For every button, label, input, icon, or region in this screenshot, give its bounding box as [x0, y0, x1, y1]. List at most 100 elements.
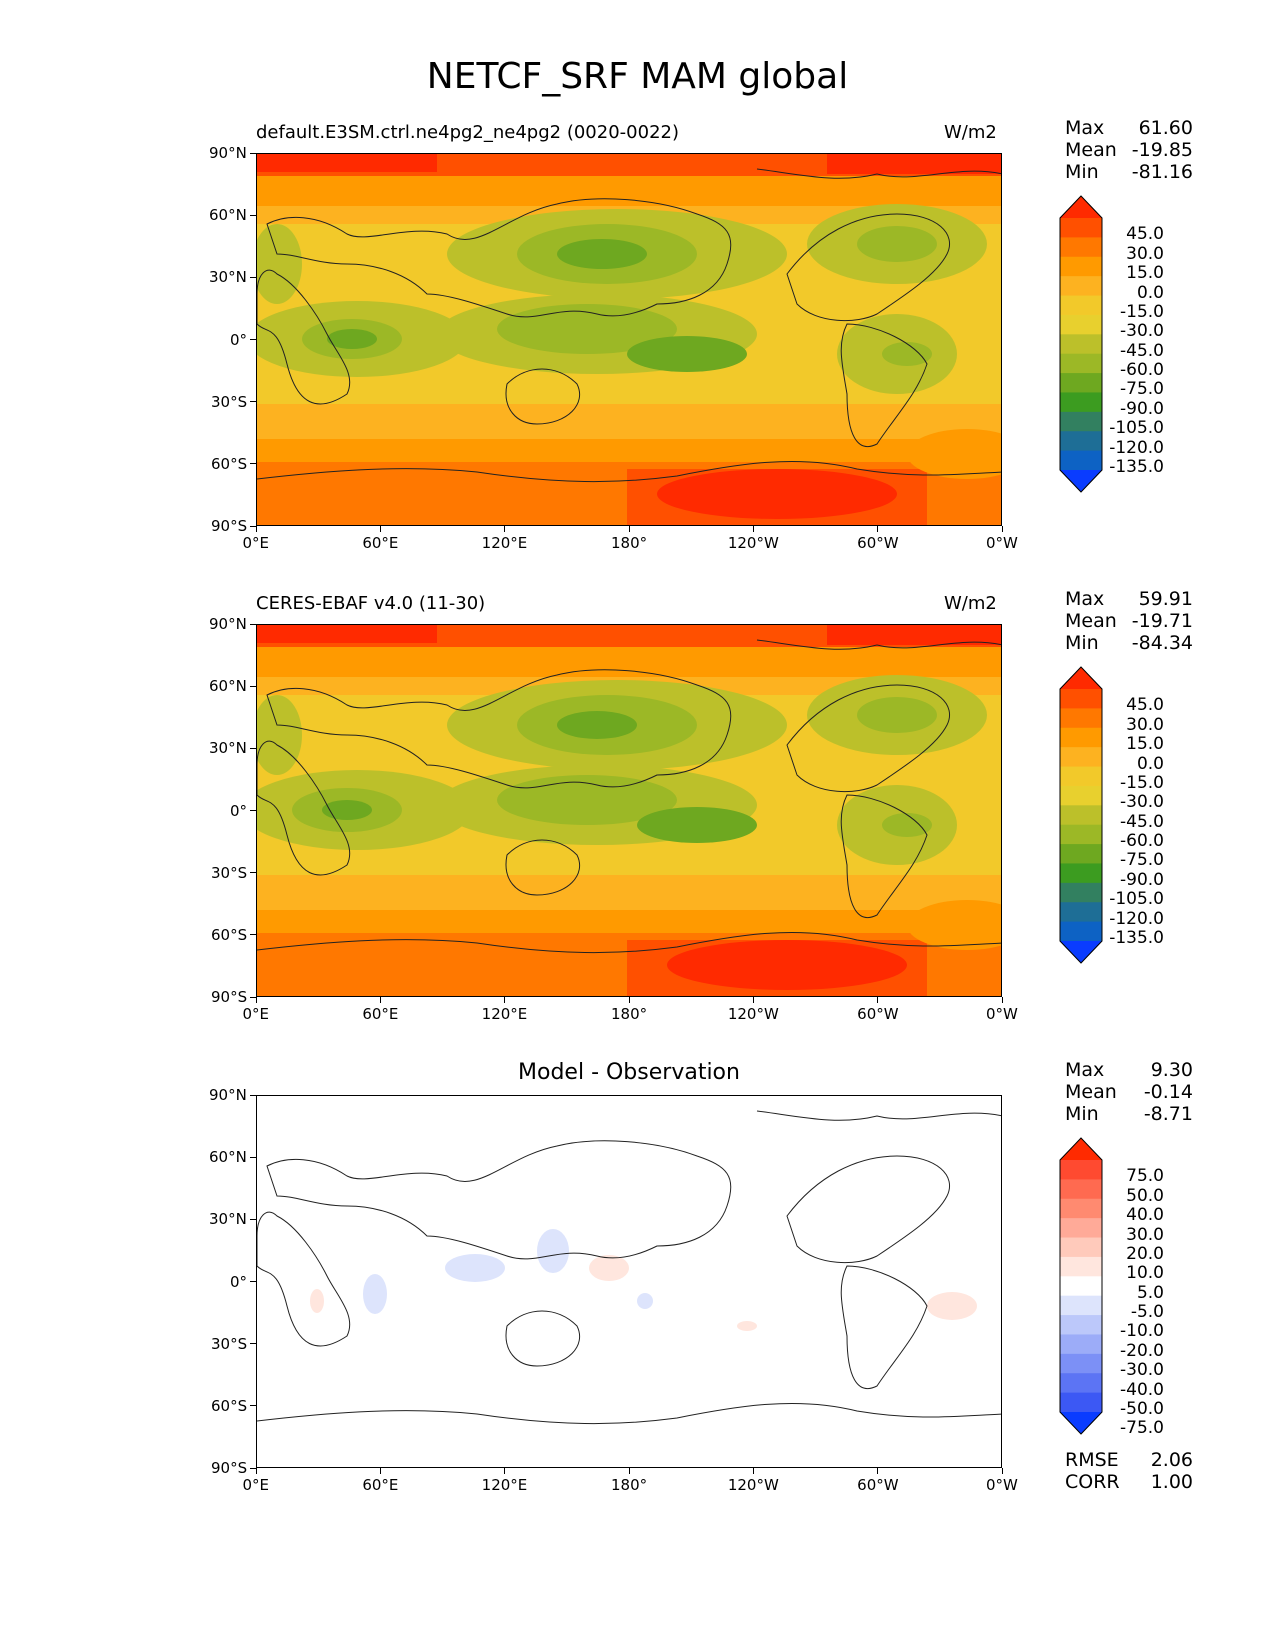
x-tick-label: 120°W	[727, 1476, 779, 1494]
colorbar-extend-top	[1060, 667, 1102, 689]
colorbar-label: -50.0	[1120, 1399, 1164, 1419]
panel-2-contour-field	[257, 625, 1001, 996]
colorbar-segment	[1060, 882, 1102, 903]
colorbar-label: -30.0	[1120, 321, 1164, 342]
y-tick-label: 30°S	[211, 863, 248, 882]
x-tick-label: 60°W	[857, 1476, 899, 1494]
colorbar-extend-top	[1060, 1138, 1102, 1160]
x-tick-label: 60°E	[362, 1005, 399, 1023]
y-tick-mark	[250, 934, 256, 936]
stat-mean-value: -0.14	[1143, 1081, 1193, 1103]
y-tick-mark	[250, 339, 256, 340]
y-tick-mark	[250, 1281, 256, 1282]
y-tick-label: 90°N	[209, 615, 247, 633]
y-tick-label: 90°N	[209, 1086, 247, 1104]
colorbar-segment	[1060, 295, 1102, 316]
panel-1-map	[256, 153, 1002, 526]
stat-max-label: Max	[1065, 588, 1105, 610]
stat-max-value: 9.30	[1150, 1059, 1193, 1081]
x-tick-mark	[379, 1468, 381, 1474]
colorbar-label: -75.0	[1120, 379, 1164, 400]
colorbar-segment	[1060, 844, 1102, 864]
x-tick-mark	[752, 526, 754, 532]
colorbar-label: 15.0	[1126, 263, 1164, 284]
x-tick-mark	[628, 526, 630, 532]
stat-mean-label: Mean	[1065, 610, 1117, 632]
colorbar-extend-bottom	[1060, 1412, 1102, 1434]
x-tick-mark	[628, 997, 630, 1003]
x-tick-label: 120°E	[481, 1005, 528, 1023]
y-tick-label: 30°N	[209, 268, 247, 287]
y-tick-mark	[250, 1156, 256, 1158]
x-tick-mark	[628, 1468, 630, 1474]
colorbar-label: -20.0	[1120, 1340, 1164, 1361]
colorbar-segment	[1060, 805, 1102, 826]
x-tick-mark	[877, 526, 879, 532]
y-tick-label: 90°S	[211, 517, 248, 535]
colorbar-label: -75.0	[1120, 1418, 1164, 1439]
colorbar-label: 50.0	[1126, 1185, 1164, 1206]
colorbar-label: -120.0	[1109, 437, 1164, 458]
y-tick-mark	[250, 1343, 256, 1345]
y-tick-label: 30°S	[211, 1334, 248, 1353]
y-tick-label: 0°	[230, 801, 248, 820]
colorbar-segment	[1060, 237, 1102, 258]
colorbar-label: -135.0	[1109, 928, 1164, 948]
x-tick-mark	[1001, 526, 1003, 532]
panel-3-metrics: RMSE 2.06 CORR 1.00	[1065, 1449, 1193, 1493]
x-tick-label: 60°W	[857, 534, 899, 552]
stat-min-value: -8.71	[1143, 1103, 1193, 1125]
stat-mean-value: -19.85	[1131, 139, 1193, 161]
y-tick-mark	[250, 623, 256, 625]
colorbar-label: -15.0	[1120, 772, 1164, 793]
colorbar-label: -5.0	[1130, 1302, 1164, 1323]
y-tick-mark	[250, 685, 256, 687]
colorbar-segment	[1060, 1218, 1102, 1239]
colorbar-label: 30.0	[1126, 714, 1164, 735]
colorbar-label: -105.0	[1109, 889, 1164, 910]
colorbar-segment	[1060, 902, 1102, 923]
colorbar-segment	[1060, 1198, 1102, 1219]
colorbar-segment	[1060, 1276, 1102, 1297]
colorbar-label: 15.0	[1126, 734, 1164, 755]
colorbar-extend-bottom	[1060, 941, 1102, 963]
y-tick-label: 60°S	[211, 1396, 248, 1415]
y-tick-mark	[250, 747, 256, 749]
colorbar-label: 45.0	[1126, 695, 1164, 716]
y-tick-label: 60°N	[209, 1148, 247, 1167]
y-tick-mark	[250, 525, 256, 527]
y-tick-label: 90°S	[211, 1459, 248, 1477]
panel-3-map	[256, 1095, 1002, 1468]
y-tick-mark	[250, 996, 256, 998]
y-tick-label: 30°N	[209, 739, 247, 758]
y-tick-mark	[250, 276, 256, 278]
x-tick-label: 0°W	[986, 1005, 1018, 1023]
x-tick-mark	[1001, 997, 1003, 1003]
colorbar-label: 0.0	[1136, 282, 1164, 303]
stat-min-value: -84.34	[1131, 632, 1193, 654]
panel-1-stats: Max 61.60 Mean -19.85 Min -81.16	[1065, 117, 1193, 183]
rmse-value: 2.06	[1150, 1449, 1193, 1471]
x-tick-label: 0°E	[242, 1005, 270, 1023]
stat-mean-label: Mean	[1065, 1081, 1117, 1103]
panel-2-map	[256, 624, 1002, 997]
y-tick-label: 90°N	[209, 144, 247, 162]
x-tick-label: 180°	[611, 534, 648, 552]
colorbar-segment	[1060, 353, 1102, 374]
colorbar-label: -60.0	[1120, 831, 1164, 852]
colorbar-label: -105.0	[1109, 418, 1164, 439]
colorbar-segment	[1060, 1373, 1102, 1394]
panel-3-colorbar	[1059, 1137, 1103, 1435]
x-tick-label: 60°E	[362, 534, 399, 552]
x-tick-mark	[504, 1468, 506, 1474]
y-tick-label: 60°N	[209, 677, 247, 696]
colorbar-label: 30.0	[1126, 1224, 1164, 1245]
panel-1-colorbar	[1059, 195, 1103, 493]
colorbar-label: 5.0	[1136, 1282, 1164, 1303]
colorbar-segment	[1060, 1237, 1102, 1258]
y-tick-mark	[250, 152, 256, 154]
stat-max-label: Max	[1065, 1059, 1105, 1081]
panel-2-colorbar	[1059, 666, 1103, 964]
y-tick-label: 0°	[230, 330, 248, 349]
y-tick-mark	[250, 1218, 256, 1220]
